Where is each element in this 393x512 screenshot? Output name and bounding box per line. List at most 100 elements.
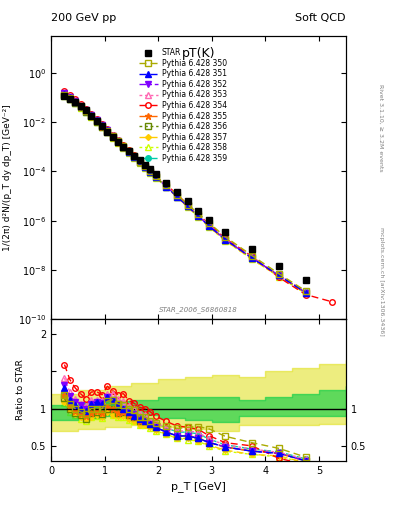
Pythia 6.428 352 [127,149,131,155]
Pythia 6.428 358 [303,290,308,296]
Pythia 6.428 352 [303,289,308,295]
Pythia 6.428 350 [105,128,110,134]
Pythia 6.428 358 [148,169,152,176]
STAR [137,157,142,163]
Pythia 6.428 350 [137,158,142,164]
Pythia 6.428 358 [185,204,190,210]
Pythia 6.428 353 [73,98,77,104]
Pythia 6.428 353 [196,212,201,218]
Pythia 6.428 350 [89,113,94,119]
Pythia 6.428 359 [89,113,94,119]
Pythia 6.428 359 [62,91,67,97]
Pythia 6.428 352 [277,272,281,279]
Pythia 6.428 352 [153,174,158,180]
Pythia 6.428 355 [153,174,158,180]
Pythia 6.428 350 [223,234,228,240]
Pythia 6.428 352 [196,213,201,219]
Pythia 6.428 354 [137,157,142,163]
Pythia 6.428 352 [174,194,179,200]
Pythia 6.428 359 [68,95,72,101]
Pythia 6.428 354 [121,142,126,148]
Pythia 6.428 351 [164,183,169,189]
Pythia 6.428 359 [143,163,147,169]
Pythia 6.428 356 [207,223,211,229]
Pythia 6.428 353 [164,183,169,189]
STAR [174,188,179,195]
Pythia 6.428 358 [137,160,142,166]
Pythia 6.428 357 [207,224,211,230]
Pythia 6.428 358 [84,109,88,115]
Pythia 6.428 354 [174,191,179,198]
Pythia 6.428 358 [132,155,136,161]
Pythia 6.428 356 [89,113,94,119]
Pythia 6.428 351 [223,237,228,243]
Pythia 6.428 353 [174,193,179,199]
Pythia 6.428 359 [127,149,131,155]
Pythia 6.428 359 [153,173,158,179]
Pythia 6.428 351 [105,127,110,134]
Pythia 6.428 350 [132,153,136,159]
Pythia 6.428 353 [223,236,228,242]
Pythia 6.428 351 [143,164,147,170]
Pythia 6.428 358 [105,130,110,136]
Pythia 6.428 353 [127,148,131,154]
Pythia 6.428 357 [223,238,228,244]
Pythia 6.428 352 [84,107,88,113]
Pythia 6.428 351 [68,94,72,100]
Pythia 6.428 358 [89,114,94,120]
Pythia 6.428 354 [303,291,308,297]
Pythia 6.428 356 [78,104,83,110]
Pythia 6.428 357 [84,109,88,115]
Pythia 6.428 352 [68,94,72,100]
Pythia 6.428 353 [303,289,308,295]
Pythia 6.428 353 [137,158,142,164]
Pythia 6.428 357 [174,194,179,200]
Pythia 6.428 356 [100,123,105,130]
Pythia 6.428 359 [105,129,110,135]
Line: Pythia 6.428 350: Pythia 6.428 350 [62,92,309,294]
Pythia 6.428 356 [105,129,110,135]
Pythia 6.428 358 [78,104,83,111]
Pythia 6.428 352 [143,164,147,170]
Pythia 6.428 357 [196,214,201,220]
Pythia 6.428 356 [148,169,152,175]
STAR [277,263,281,269]
Pythia 6.428 350 [73,99,77,105]
Pythia 6.428 353 [100,122,105,128]
Pythia 6.428 355 [84,109,88,115]
Pythia 6.428 351 [110,133,115,139]
Pythia 6.428 354 [78,101,83,107]
Pythia 6.428 354 [223,236,228,242]
Pythia 6.428 356 [137,159,142,165]
Line: Pythia 6.428 356: Pythia 6.428 356 [62,92,309,295]
Pythia 6.428 353 [116,137,120,143]
Pythia 6.428 353 [185,202,190,208]
Pythia 6.428 354 [185,201,190,207]
Pythia 6.428 351 [196,213,201,219]
Y-axis label: 1/(2π) d²N/(p_T dy dp_T) [GeV⁻²]: 1/(2π) d²N/(p_T dy dp_T) [GeV⁻²] [3,104,12,251]
Pythia 6.428 358 [94,119,99,125]
Pythia 6.428 357 [303,290,308,296]
Text: 200 GeV pp: 200 GeV pp [51,13,116,23]
Pythia 6.428 354 [100,121,105,127]
Pythia 6.428 359 [277,272,281,278]
Pythia 6.428 351 [207,223,211,229]
Pythia 6.428 354 [330,299,335,305]
Pythia 6.428 357 [68,96,72,102]
Pythia 6.428 350 [196,210,201,217]
Pythia 6.428 353 [207,222,211,228]
STAR [143,162,147,168]
Pythia 6.428 353 [110,132,115,138]
Pythia 6.428 354 [196,211,201,218]
Pythia 6.428 358 [196,214,201,220]
Line: STAR: STAR [61,93,309,283]
Pythia 6.428 356 [277,272,281,279]
Pythia 6.428 352 [185,203,190,209]
Pythia 6.428 357 [185,204,190,210]
Pythia 6.428 357 [62,92,67,98]
Pythia 6.428 359 [164,183,169,189]
Pythia 6.428 356 [94,118,99,124]
Text: Rivet 3.1.10, ≥ 3.2M events: Rivet 3.1.10, ≥ 3.2M events [379,84,384,172]
Pythia 6.428 351 [137,159,142,165]
Pythia 6.428 355 [148,169,152,175]
